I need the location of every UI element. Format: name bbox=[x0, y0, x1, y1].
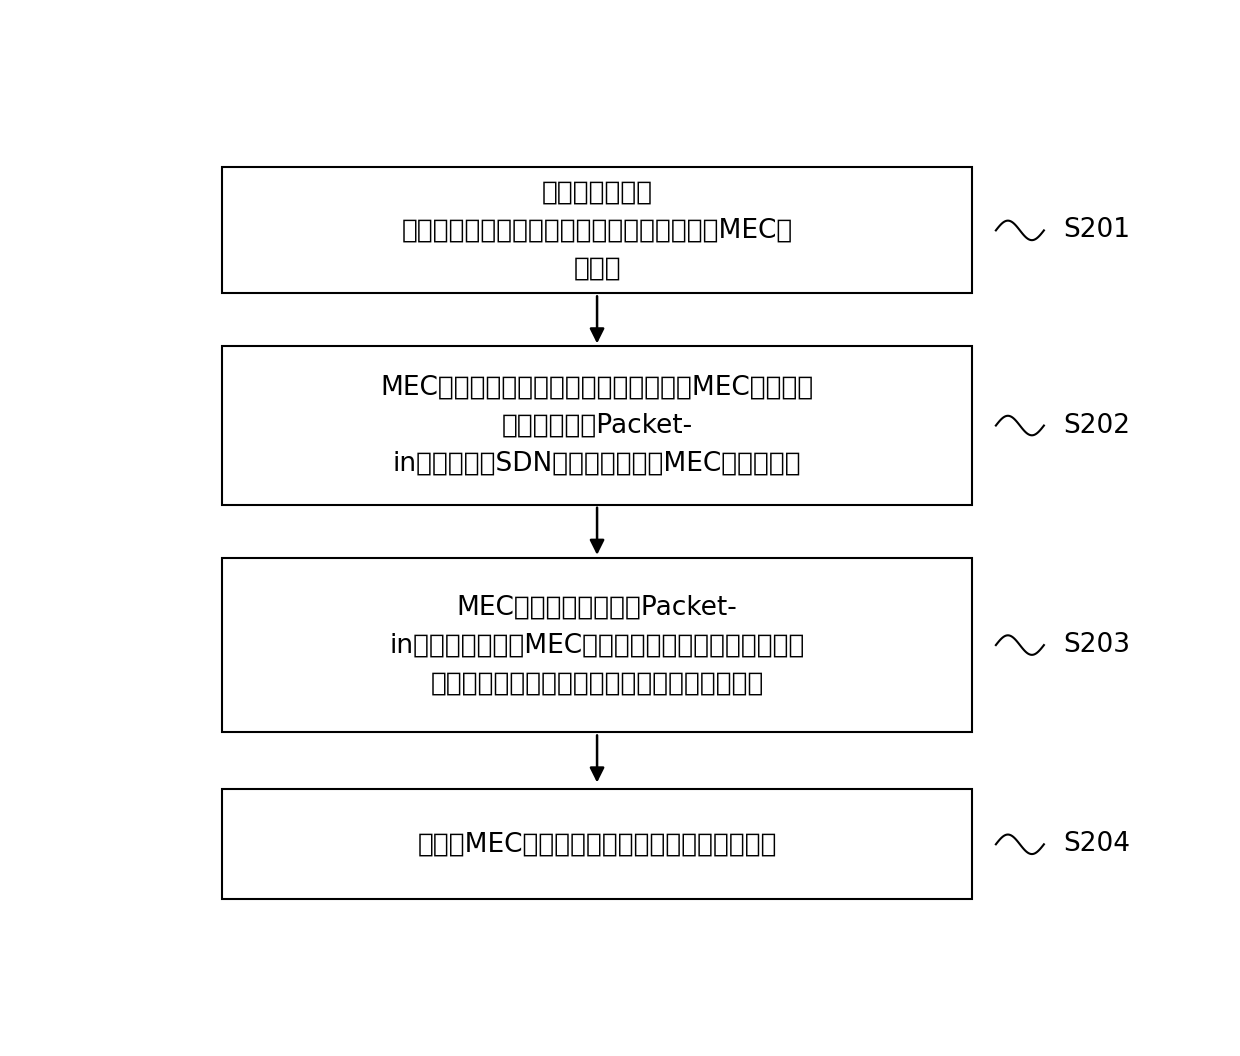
Text: MEC节点控制器接收到Packet-
in消息之后，判断MEC边缘节点是否存在与业务请求一
致的服务，如是，则对业务请求进行本地化处理: MEC节点控制器接收到Packet- in消息之后，判断MEC边缘节点是否存在与… bbox=[389, 595, 805, 696]
Text: S204: S204 bbox=[1063, 831, 1130, 857]
Text: S202: S202 bbox=[1063, 413, 1130, 438]
Text: 本地无线接入网
接收用户通过终端发出的业务请求，并转发至MEC边
缘节点: 本地无线接入网 接收用户通过终端发出的业务请求，并转发至MEC边 缘节点 bbox=[402, 180, 792, 281]
Bar bbox=[222, 167, 972, 294]
Bar bbox=[222, 790, 972, 900]
Bar bbox=[222, 558, 972, 733]
Text: MEC边缘节点接收到业务请求之后，通过MEC边缘节点
的交换机发送Packet-
in消息至本地SDN子控制器包括的MEC节点控制器: MEC边缘节点接收到业务请求之后，通过MEC边缘节点 的交换机发送Packet-… bbox=[381, 375, 813, 476]
Text: S201: S201 bbox=[1063, 218, 1130, 243]
Text: S203: S203 bbox=[1063, 633, 1130, 658]
Text: 终端从MEC边缘节点获取与业务请求一致的服务: 终端从MEC边缘节点获取与业务请求一致的服务 bbox=[418, 831, 776, 857]
Bar bbox=[222, 346, 972, 505]
